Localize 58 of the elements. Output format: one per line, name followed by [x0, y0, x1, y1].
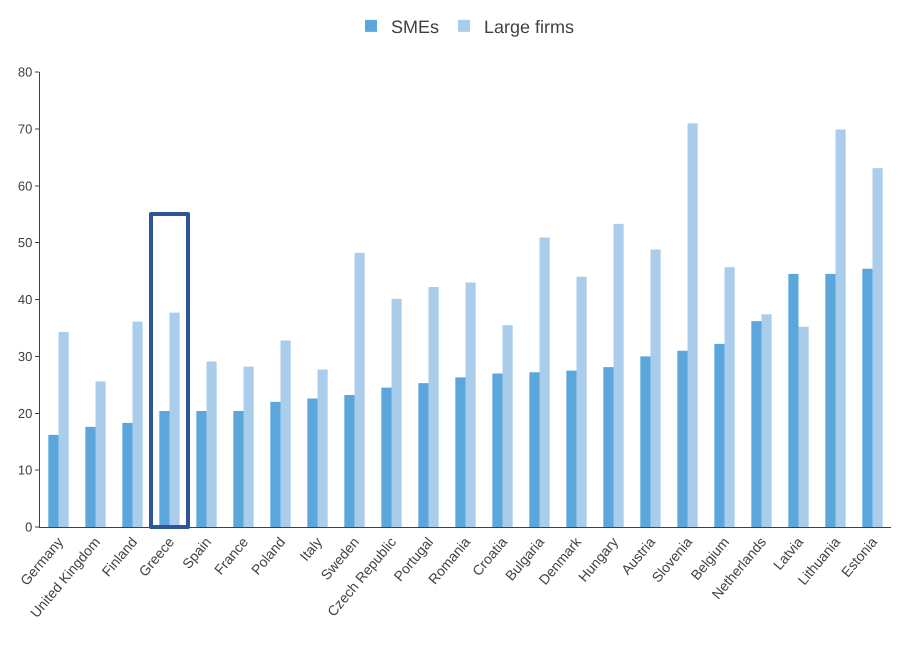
bar — [85, 426, 96, 527]
bar — [122, 422, 132, 527]
bar — [233, 410, 244, 527]
bar — [428, 286, 439, 527]
bar — [677, 350, 688, 527]
bar — [392, 298, 402, 527]
bar — [381, 388, 392, 527]
bar — [529, 372, 540, 527]
bar — [132, 322, 143, 527]
bar — [724, 267, 735, 527]
bar — [798, 326, 809, 527]
bar — [466, 282, 476, 527]
bar — [688, 123, 698, 527]
legend-label: SMEs — [391, 16, 440, 37]
bar — [354, 252, 365, 527]
y-tick-label: 30 — [18, 348, 32, 364]
bar — [714, 344, 724, 527]
bar — [96, 381, 106, 527]
y-tick-label: 20 — [18, 406, 32, 421]
bar — [640, 356, 650, 527]
bar — [762, 314, 772, 527]
bar — [540, 238, 550, 527]
y-tick-label: 50 — [18, 235, 32, 250]
bar — [344, 395, 354, 527]
bar — [872, 168, 883, 527]
bar — [825, 274, 836, 527]
bar — [603, 367, 614, 527]
y-tick-label: 80 — [18, 64, 32, 80]
bar — [788, 274, 798, 527]
bar — [270, 402, 280, 527]
y-tick-label: 40 — [18, 292, 32, 308]
bar — [159, 410, 170, 527]
bar — [566, 370, 576, 527]
bar — [206, 361, 217, 527]
bar — [751, 321, 762, 527]
y-tick-label: 10 — [18, 462, 32, 478]
y-tick-label: 60 — [18, 178, 32, 194]
bar — [280, 340, 291, 527]
bar — [318, 369, 328, 527]
bar — [244, 366, 254, 527]
bar — [650, 249, 661, 527]
legend-label: Large firms — [484, 16, 574, 37]
bar — [502, 325, 513, 527]
bar — [58, 332, 69, 527]
bar — [614, 224, 624, 527]
bar — [48, 434, 58, 527]
bar — [170, 312, 180, 527]
bar — [307, 398, 318, 527]
bar — [862, 268, 872, 527]
bar — [196, 410, 206, 527]
bar — [576, 276, 587, 527]
bar — [455, 377, 466, 527]
bar — [418, 383, 428, 527]
y-tick-label: 0 — [25, 520, 32, 535]
x-tick-label: Italy — [296, 534, 326, 564]
bar — [836, 129, 846, 527]
bar — [492, 373, 502, 527]
y-tick-label: 70 — [18, 121, 32, 136]
